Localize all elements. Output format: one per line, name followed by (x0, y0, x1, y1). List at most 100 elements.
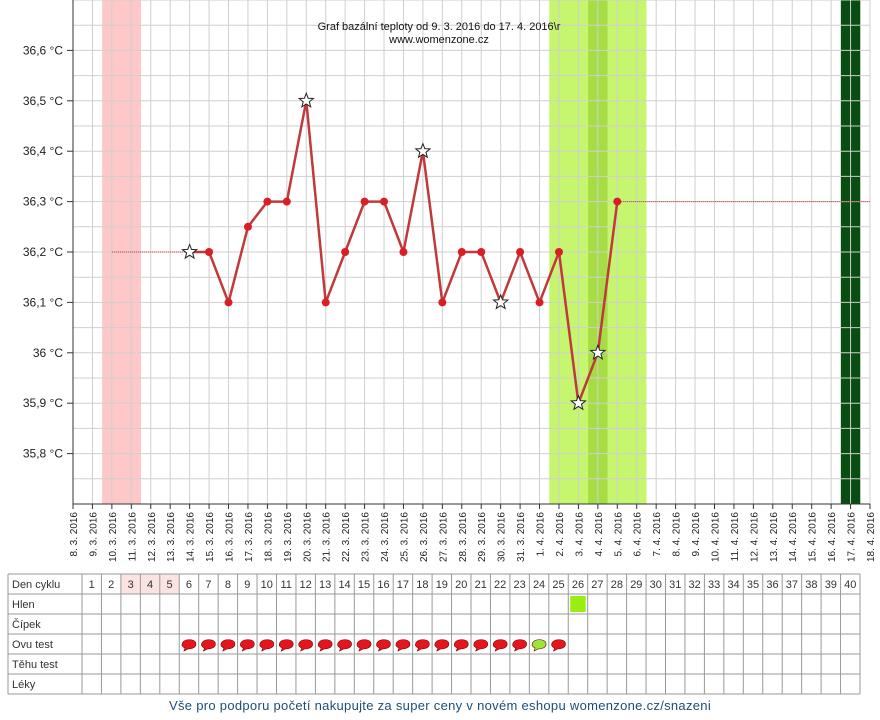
data-point (613, 197, 622, 206)
row-label: Léky (12, 679, 36, 691)
day-number: 27 (591, 579, 603, 591)
y-tick-label: 36,6 °C (23, 43, 63, 57)
marks-layer (181, 91, 622, 411)
day-number: 22 (494, 579, 506, 591)
row-label: Ovu test (12, 639, 53, 651)
data-point (477, 248, 486, 256)
ovu-test-negative (181, 639, 197, 652)
day-number: 19 (436, 579, 448, 591)
ovu-test-negative (453, 639, 469, 652)
day-number: 24 (533, 579, 545, 591)
ovu-test-negative (240, 639, 255, 652)
y-tick-label: 36,5 °C (23, 94, 63, 108)
data-point (399, 248, 408, 256)
table-grid (7, 573, 861, 695)
x-tick-label: 30. 3. 2016 (497, 512, 508, 562)
x-tick-label: 27. 3. 2016 (438, 512, 449, 562)
x-tick-label: 2. 4. 2016 (555, 512, 566, 557)
x-tick-label: 6. 4. 2016 (633, 512, 644, 557)
day-highlight (120, 574, 141, 594)
ovu-test-negative (512, 639, 527, 652)
data-point (205, 248, 214, 256)
x-tick-label: 8. 4. 2016 (672, 512, 683, 557)
day-number: 8 (225, 579, 231, 591)
x-tick-label: 1. 4. 2016 (536, 512, 547, 557)
day-number: 35 (747, 579, 759, 591)
day-number: 33 (708, 579, 720, 591)
x-tick-label: 11. 3. 2016 (127, 512, 138, 562)
day-number: 23 (514, 579, 526, 591)
x-tick-label: 11. 4. 2016 (730, 512, 741, 562)
x-tick-label: 17. 3. 2016 (244, 512, 255, 562)
day-number: 26 (572, 579, 584, 591)
y-tick-label: 36,2 °C (23, 245, 63, 259)
ovu-test-negative (415, 639, 430, 652)
data-point-star (297, 91, 315, 109)
y-tick-label: 36,3 °C (23, 195, 63, 209)
x-tick-label: 18. 4. 2016 (866, 512, 877, 562)
day-number: 31 (669, 579, 681, 591)
x-tick-label: 15. 3. 2016 (205, 512, 216, 562)
data-point (516, 248, 525, 256)
day-number: 3 (128, 579, 134, 591)
day-highlight (159, 574, 180, 594)
data-point (321, 298, 330, 307)
day-number: 10 (261, 579, 273, 591)
day-number: 13 (319, 579, 331, 591)
data-point (263, 197, 272, 206)
data-point (438, 298, 447, 307)
day-number: 29 (630, 579, 642, 591)
data-point (554, 248, 563, 256)
ovu-test-negative (395, 639, 411, 652)
x-tick-label: 13. 3. 2016 (166, 512, 177, 562)
data-point (360, 197, 369, 206)
row-label: Čípek (12, 618, 41, 631)
x-tick-label: 28. 3. 2016 (458, 512, 469, 562)
ovu-test-negative (220, 639, 236, 652)
ovu-test-positive (531, 639, 547, 652)
y-tick-label: 35,9 °C (23, 396, 63, 410)
day-number: 11 (281, 579, 292, 591)
day-number: 6 (186, 579, 192, 591)
ovu-test-negative (337, 639, 352, 652)
data-point-star (589, 343, 607, 361)
footer-shop-link[interactable]: Vše pro podporu početí nakupujte za supe… (168, 698, 712, 713)
day-highlight (140, 574, 160, 594)
chart-title: Graf bazální teploty od 9. 3. 2016 do 17… (318, 21, 561, 33)
data-point (282, 197, 291, 206)
bbt-chart: 35,8 °C 35,9 °C 36 °C 36,1 °C 36,2 °C 36,3 °C… (23, 0, 877, 562)
day-number: 17 (397, 579, 409, 591)
table-content: Den cyklu Hlen Čípek Ovu test Těhu test Léky 1… (12, 579, 856, 691)
x-tick-label: 12. 3. 2016 (147, 512, 158, 562)
x-tick-label: 9. 4. 2016 (691, 512, 702, 557)
day-number: 40 (844, 579, 856, 591)
day-number: 9 (244, 579, 250, 591)
day-number: 18 (416, 579, 428, 591)
data-point-star (569, 394, 587, 411)
day-number: 12 (300, 579, 312, 591)
y-tick-label: 36,4 °C (23, 144, 63, 158)
y-tick-label: 35,8 °C (23, 447, 63, 461)
ovu-test-negative (201, 639, 216, 652)
day-number: 20 (455, 579, 467, 591)
data-point (224, 298, 233, 307)
x-tick-label: 16. 3. 2016 (225, 512, 236, 562)
day-number: 32 (689, 579, 701, 591)
day-number: 34 (727, 579, 739, 591)
data-point (341, 248, 350, 256)
x-tick-label: 14. 3. 2016 (186, 512, 197, 562)
ovu-test-negative (278, 639, 294, 652)
data-point (457, 248, 466, 256)
x-tick-label: 25. 3. 2016 (399, 512, 410, 562)
row-label: Hlen (12, 599, 35, 611)
x-tick-label: 24. 3. 2016 (380, 512, 391, 562)
x-tick-label: 19. 3. 2016 (283, 512, 294, 562)
day-number: 4 (147, 579, 153, 591)
x-tick-label: 13. 4. 2016 (769, 512, 780, 562)
ovu-test-negative (473, 639, 489, 652)
x-tick-label: 15. 4. 2016 (808, 512, 819, 562)
day-number: 36 (766, 579, 778, 591)
data-point (243, 222, 252, 231)
ovu-test-negative (376, 639, 391, 652)
cycle-table: Den cyklu Hlen Čípek Ovu test Těhu test Léky 1… (7, 573, 861, 695)
